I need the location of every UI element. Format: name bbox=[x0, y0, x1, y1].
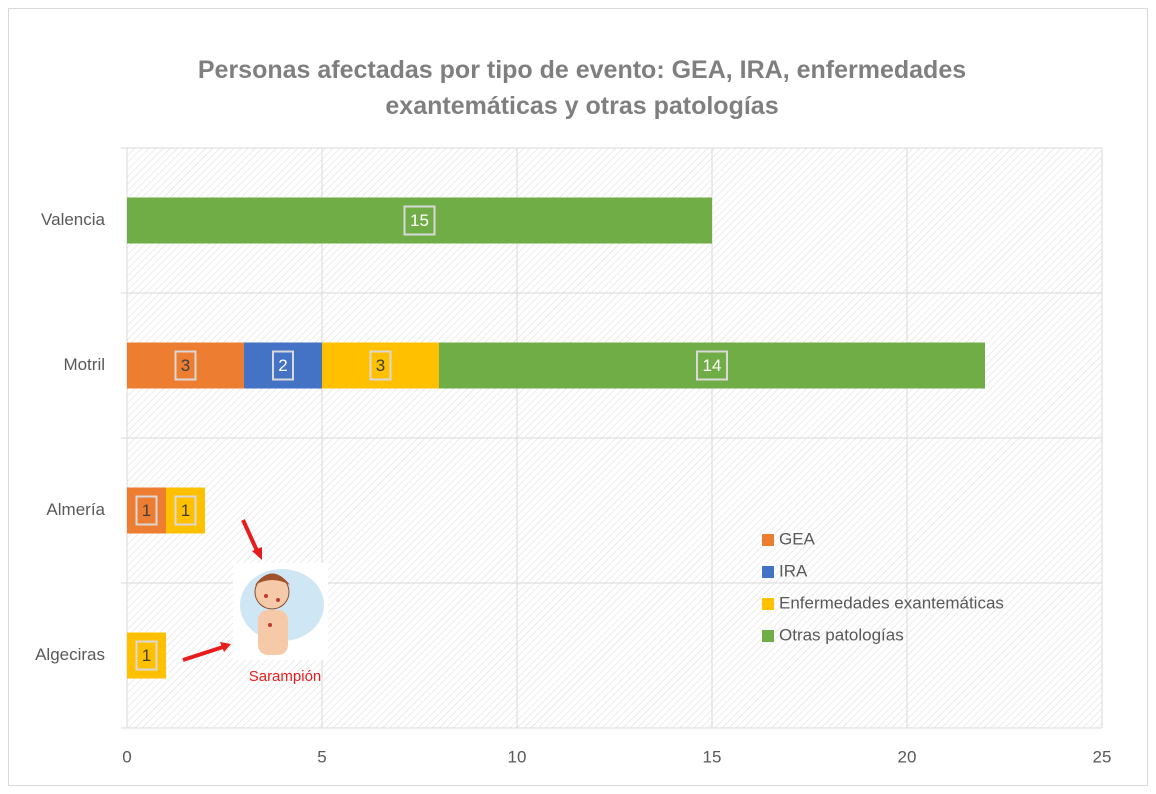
y-tick-label: Almería bbox=[46, 500, 105, 519]
illustration-spot bbox=[264, 594, 268, 598]
legend-swatch bbox=[762, 566, 774, 578]
page: 0 5 10 15 20 25 Valencia 15 Motril 3 2 3 14 Almería 1 1… bbox=[0, 0, 1156, 794]
legend-label: Otras patologías bbox=[779, 625, 904, 644]
y-tick-label: Algeciras bbox=[35, 645, 105, 664]
x-tick-label: 10 bbox=[508, 747, 527, 766]
legend-label: IRA bbox=[779, 561, 808, 580]
data-label: 2 bbox=[278, 356, 287, 375]
x-tick-label: 15 bbox=[703, 747, 722, 766]
data-label: 3 bbox=[181, 356, 190, 375]
chart-title: Personas afectadas por tipo de evento: G… bbox=[172, 52, 992, 124]
legend-label: Enfermedades exantemáticas bbox=[779, 593, 1004, 612]
legend-swatch bbox=[762, 630, 774, 642]
data-label: 1 bbox=[142, 646, 151, 665]
annotation-text: Sarampión bbox=[249, 668, 322, 685]
illustration-spot bbox=[268, 623, 272, 627]
y-tick-label: Valencia bbox=[41, 210, 105, 229]
data-label: 1 bbox=[181, 501, 190, 520]
y-tick-label: Motril bbox=[63, 355, 105, 374]
legend-swatch bbox=[762, 598, 774, 610]
data-label: 1 bbox=[142, 501, 151, 520]
illustration-spot bbox=[276, 598, 280, 602]
x-tick-label: 20 bbox=[898, 747, 917, 766]
x-tick-label: 0 bbox=[122, 747, 131, 766]
x-tick-label: 5 bbox=[317, 747, 326, 766]
x-tick-label: 25 bbox=[1093, 747, 1112, 766]
illustration-body bbox=[258, 610, 288, 655]
legend-swatch bbox=[762, 534, 774, 546]
data-label: 15 bbox=[410, 211, 429, 230]
legend-label: GEA bbox=[779, 529, 816, 548]
data-label: 14 bbox=[703, 356, 722, 375]
data-label: 3 bbox=[376, 356, 385, 375]
